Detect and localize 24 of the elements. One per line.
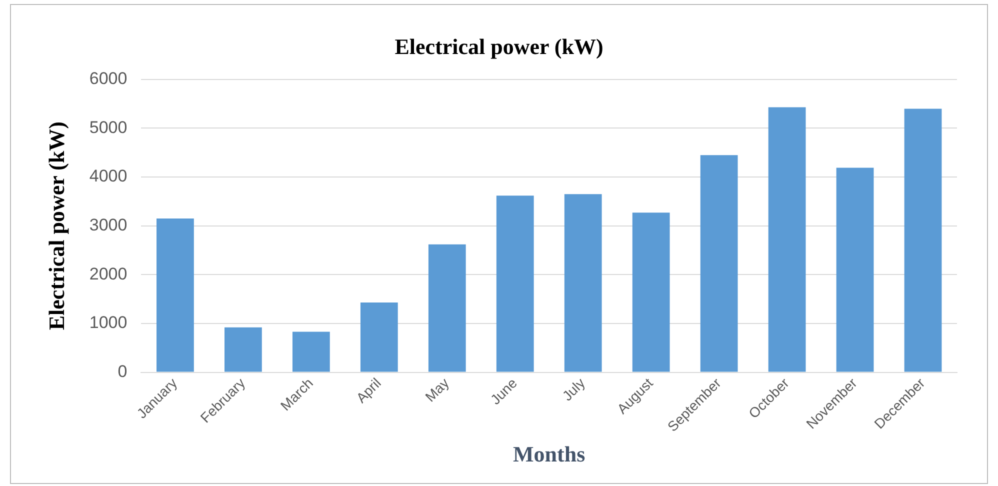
bar [564,194,602,372]
y-tick-label: 2000 [89,264,128,284]
x-axis-title: Months [513,441,586,466]
bar [224,327,262,372]
bar [292,332,330,372]
bar [360,302,398,372]
bar [632,212,670,372]
bar [836,168,874,372]
y-tick-label: 3000 [89,216,128,235]
y-tick-label: 0 [118,362,128,381]
chart-title: Electrical power (kW) [394,34,604,59]
x-tick-label: July [559,374,588,404]
y-tick-label: 6000 [89,69,128,88]
y-tick-label: 5000 [89,118,128,137]
y-axis-title: Electrical power (kW) [44,122,69,330]
bar [768,107,806,372]
y-tick-label: 4000 [89,166,128,186]
bar [428,244,466,372]
y-tick-label: 1000 [89,313,128,332]
bar [904,108,942,372]
x-tick-label: May [422,374,452,405]
bar [700,155,738,372]
bar [156,218,194,372]
bar [496,196,534,372]
